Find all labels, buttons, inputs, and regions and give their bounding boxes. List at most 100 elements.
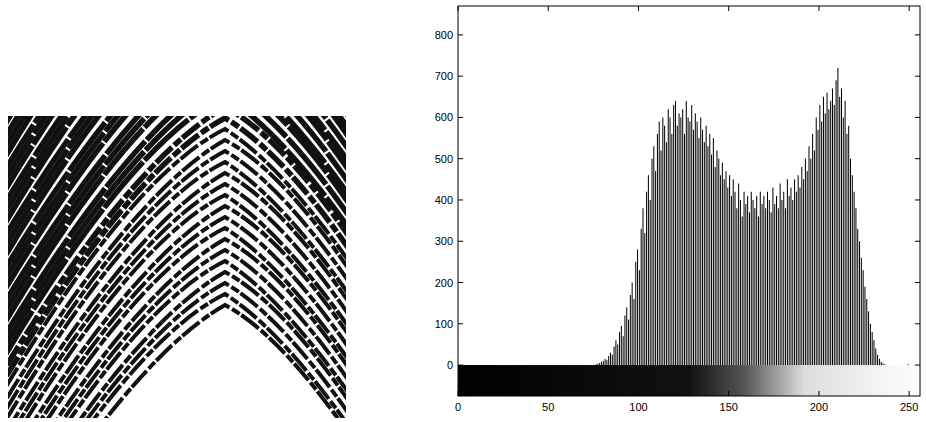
histogram-bar [603,361,604,365]
histogram-bar [498,365,499,366]
histogram-bar [650,200,651,365]
histogram-bar [484,365,485,366]
histogram-bar [623,336,624,365]
x-tick-label: 250 [900,401,918,413]
histogram-bar [621,326,622,365]
x-tick-top [458,6,459,11]
y-tick [458,76,463,77]
histogram-bar [760,192,761,365]
histogram-bar [798,175,799,365]
histogram-bar [787,179,788,365]
histogram-bar [538,365,539,366]
histogram-bar [821,122,822,365]
histogram-bar [892,365,893,366]
histogram-bar [825,113,826,365]
histogram-bar [799,188,800,365]
histogram-bar [695,113,696,365]
histogram-bar [812,134,813,365]
histogram-bar [505,365,506,366]
histogram-bar [861,258,862,365]
histogram-bar [628,320,629,365]
histogram-bar [742,216,743,365]
y-tick-right [915,282,920,283]
histogram-bar [857,229,858,365]
y-tick-label: 400 [435,194,453,206]
histogram-bar [475,365,476,366]
histogram-bar [819,105,820,365]
histogram-bar [579,365,580,366]
histogram-bar [735,192,736,365]
histogram-bar [875,349,876,366]
x-tick-label: 50 [542,401,554,413]
histogram-bar [469,365,470,366]
histogram-bar [617,344,618,365]
x-tick [548,391,549,396]
y-tick-right [915,76,920,77]
histogram-bar [877,355,878,365]
histogram-bar [563,365,564,366]
histogram-bar [872,332,873,365]
histogram-bar [496,365,497,366]
histogram-bar [509,365,510,366]
histogram-bar [648,175,649,365]
histogram-bar [904,365,905,366]
y-tick [458,158,463,159]
histogram-bar [848,126,849,365]
y-tick-label: 500 [435,153,453,165]
histogram-bar [520,365,521,366]
histogram-bar [863,270,864,365]
histogram-bar [487,365,488,366]
histogram-bar [763,196,764,365]
histogram-bar [489,365,490,366]
y-tick-label: 800 [435,29,453,41]
histogram-bar [572,365,573,366]
histogram-bar [731,196,732,365]
histogram-bar [502,365,503,366]
histogram-bar [639,270,640,365]
y-tick [458,365,463,366]
histogram-bar [485,365,486,366]
histogram-bar [796,192,797,365]
histogram-bar [523,365,524,366]
histogram-bar [624,316,625,366]
histogram-bar [568,365,569,366]
histogram-bar [901,365,902,366]
histogram-bar [581,365,582,366]
histogram-bar [729,175,730,365]
histogram-bar [910,365,911,366]
histogram-bar [736,208,737,365]
histogram-bar [837,68,838,365]
histogram-bar [673,105,674,365]
histogram-bar [740,200,741,365]
histogram-bar [718,159,719,365]
histogram-bar [559,365,560,366]
histogram-bar [716,150,717,365]
histogram-bar [641,229,642,365]
histogram-bar [747,196,748,365]
histogram-bar [608,356,609,365]
histogram-bar [518,365,519,366]
histogram-bar [702,130,703,365]
histogram-bar [778,208,779,365]
x-tick-label: 0 [455,401,461,413]
y-tick [458,282,463,283]
histogram-bar [756,196,757,365]
x-tick-top [818,6,819,11]
histogram-bar [588,365,589,366]
x-tick-top [638,6,639,11]
histogram-bar [531,365,532,366]
histogram-bar [541,365,542,366]
histogram-bar [774,204,775,365]
histogram-bar [790,188,791,365]
histogram-bar [693,130,694,365]
histogram-bar [816,117,817,365]
histogram-bar [590,365,591,366]
histogram-bar [713,138,714,365]
figure: 0100200300400500600700800050100150200250 [0,0,926,422]
histogram-bar [594,365,595,366]
histogram-bar [738,183,739,365]
histogram-bar [652,159,653,365]
histogram-bar [751,192,752,365]
histogram-bar [466,365,467,366]
histogram-bar [514,365,515,366]
